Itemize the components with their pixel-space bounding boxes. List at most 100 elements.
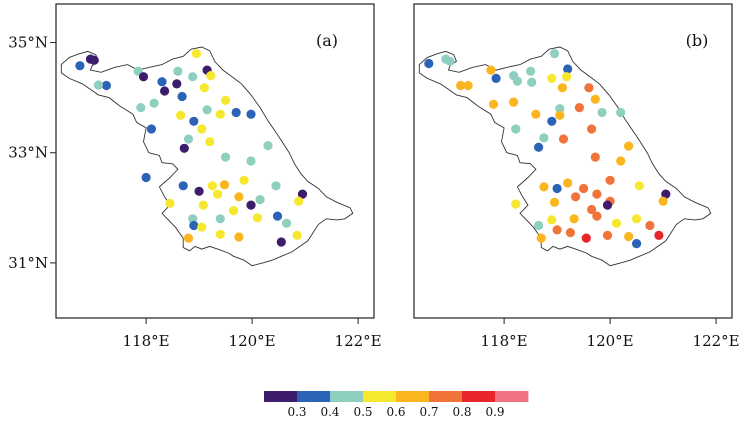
station-marker xyxy=(197,222,207,232)
station-marker xyxy=(199,83,209,93)
station-marker xyxy=(634,181,644,191)
station-marker xyxy=(512,76,523,86)
station-markers-b xyxy=(424,49,671,249)
station-marker xyxy=(138,72,149,82)
station-marker xyxy=(272,211,283,221)
station-marker xyxy=(93,80,103,90)
station-marker xyxy=(584,83,594,93)
station-marker xyxy=(157,77,167,87)
axis-ticks-b: 118°E 120°E 122°E xyxy=(481,318,740,350)
station-marker xyxy=(149,98,159,108)
station-marker xyxy=(215,229,225,239)
x-tick-label: 118°E xyxy=(123,332,170,350)
station-marker xyxy=(463,80,473,91)
station-marker xyxy=(581,233,591,243)
station-marker xyxy=(563,64,573,74)
station-marker xyxy=(263,141,273,151)
station-marker xyxy=(141,172,151,183)
station-marker xyxy=(255,195,265,205)
station-marker xyxy=(89,55,99,65)
station-marker xyxy=(456,80,466,91)
station-marker xyxy=(547,215,557,225)
station-marker xyxy=(183,233,194,243)
station-marker xyxy=(183,134,194,144)
station-marker xyxy=(579,183,589,194)
station-marker xyxy=(246,109,256,119)
station-marker xyxy=(624,231,634,242)
station-marker xyxy=(569,214,579,224)
station-marker xyxy=(534,142,544,152)
station-marker xyxy=(445,56,455,66)
station-marker xyxy=(645,220,655,231)
map-panel-b: (b) 118°E 120°E 122°E xyxy=(413,3,740,350)
colorbar-swatch xyxy=(330,391,364,402)
y-tick-label: 31°N xyxy=(8,254,48,272)
station-marker xyxy=(297,189,308,199)
station-marker xyxy=(136,103,146,113)
province-outline-a xyxy=(60,46,354,267)
axis-ticks-a: 118°E 120°E 122°E 35°N 33°N 31°N xyxy=(8,34,381,350)
station-marker xyxy=(536,233,546,243)
map-frame-b xyxy=(413,3,733,319)
x-tick-label: 120°E xyxy=(229,332,276,350)
colorbar-swatch xyxy=(264,391,298,402)
station-marker xyxy=(215,109,225,119)
station-marker xyxy=(198,200,208,210)
colorbar-swatch xyxy=(396,391,430,402)
station-marker xyxy=(616,107,626,118)
station-marker xyxy=(547,116,557,126)
station-marker xyxy=(592,211,602,221)
x-tick-label: 122°E xyxy=(335,332,382,350)
station-marker xyxy=(189,116,199,126)
station-marker xyxy=(491,73,501,83)
station-marker xyxy=(146,124,156,134)
station-marker xyxy=(658,196,668,206)
station-marker xyxy=(624,141,634,151)
station-marker xyxy=(188,72,198,82)
station-markers-a xyxy=(75,49,308,247)
station-marker xyxy=(197,124,207,134)
station-marker xyxy=(539,133,549,143)
station-marker xyxy=(486,65,496,75)
station-marker xyxy=(239,175,249,185)
station-marker xyxy=(205,137,215,147)
station-marker xyxy=(592,189,602,199)
station-marker xyxy=(508,97,519,107)
station-marker xyxy=(424,58,434,69)
station-marker xyxy=(75,61,85,71)
station-marker xyxy=(549,197,560,207)
station-marker xyxy=(527,77,537,87)
station-marker xyxy=(292,230,302,240)
station-marker xyxy=(557,83,568,93)
station-marker xyxy=(234,232,244,242)
station-marker xyxy=(221,152,231,162)
station-marker xyxy=(213,189,223,199)
map-panel-a: (a) 118°E 120°E 122°E 35°N 33°N 31°N xyxy=(8,3,382,350)
station-marker xyxy=(511,124,521,134)
colorbar-swatch xyxy=(495,391,529,402)
y-tick-label: 33°N xyxy=(8,144,48,162)
station-marker xyxy=(207,181,217,191)
station-marker xyxy=(616,156,626,166)
station-marker xyxy=(282,218,292,228)
station-marker xyxy=(565,228,576,238)
station-marker xyxy=(558,134,569,144)
station-marker xyxy=(276,237,286,247)
colorbar-swatch xyxy=(363,391,397,402)
station-marker xyxy=(547,73,557,83)
colorbar-tick-label: 0.8 xyxy=(452,405,471,419)
x-tick-label: 122°E xyxy=(693,332,740,350)
station-marker xyxy=(571,192,581,202)
station-marker xyxy=(654,230,664,240)
station-marker xyxy=(531,109,541,119)
station-marker xyxy=(526,66,536,76)
station-marker xyxy=(202,105,212,115)
station-marker xyxy=(271,181,281,191)
station-marker xyxy=(587,204,597,215)
station-marker xyxy=(179,143,189,153)
colorbar-swatch xyxy=(429,391,463,402)
map-frame-a xyxy=(55,3,375,319)
station-marker xyxy=(177,91,187,102)
x-tick-label: 120°E xyxy=(587,332,634,350)
station-marker xyxy=(563,178,573,188)
